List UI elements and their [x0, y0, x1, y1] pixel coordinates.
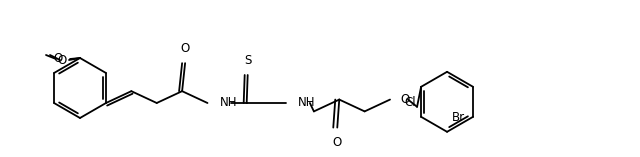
- Text: Br: Br: [452, 111, 465, 124]
- Text: O: O: [180, 42, 189, 55]
- Text: O: O: [400, 93, 409, 106]
- Text: Cl: Cl: [404, 96, 416, 109]
- Text: S: S: [244, 54, 252, 67]
- Text: O: O: [54, 52, 63, 65]
- Text: O: O: [58, 54, 67, 67]
- Text: NH: NH: [298, 97, 316, 109]
- Text: O: O: [333, 135, 342, 149]
- Text: NH: NH: [220, 97, 237, 109]
